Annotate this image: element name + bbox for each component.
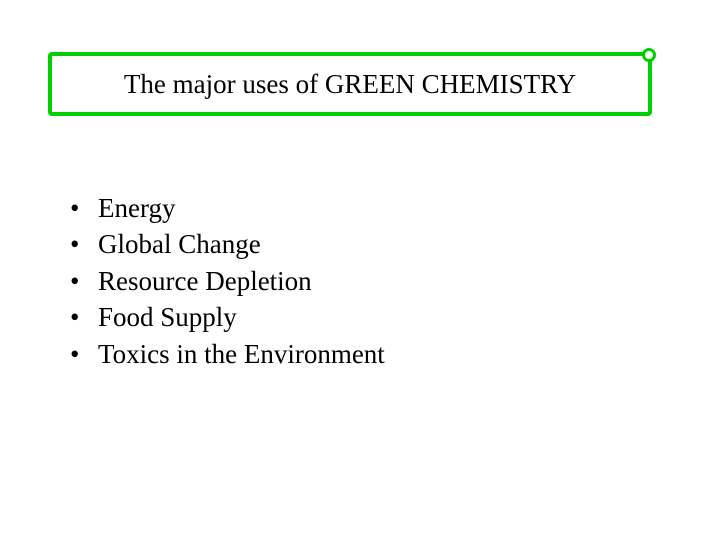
list-item-label: Global Change	[98, 226, 261, 262]
list-item: • Food Supply	[70, 299, 385, 335]
bullet-icon: •	[70, 263, 98, 299]
bullet-icon: •	[70, 190, 98, 226]
bullet-list: • Energy • Global Change • Resource Depl…	[70, 190, 385, 372]
bullet-icon: •	[70, 226, 98, 262]
bullet-icon: •	[70, 299, 98, 335]
list-item: • Resource Depletion	[70, 263, 385, 299]
list-item-label: Resource Depletion	[98, 263, 312, 299]
list-item-label: Toxics in the Environment	[98, 336, 385, 372]
list-item: • Toxics in the Environment	[70, 336, 385, 372]
list-item: • Energy	[70, 190, 385, 226]
list-item: • Global Change	[70, 226, 385, 262]
list-item-label: Food Supply	[98, 299, 237, 335]
slide-title: The major uses of GREEN CHEMISTRY	[124, 69, 576, 100]
bullet-icon: •	[70, 336, 98, 372]
title-box: The major uses of GREEN CHEMISTRY	[48, 52, 652, 116]
list-item-label: Energy	[98, 190, 175, 226]
corner-mark-icon	[642, 48, 656, 62]
